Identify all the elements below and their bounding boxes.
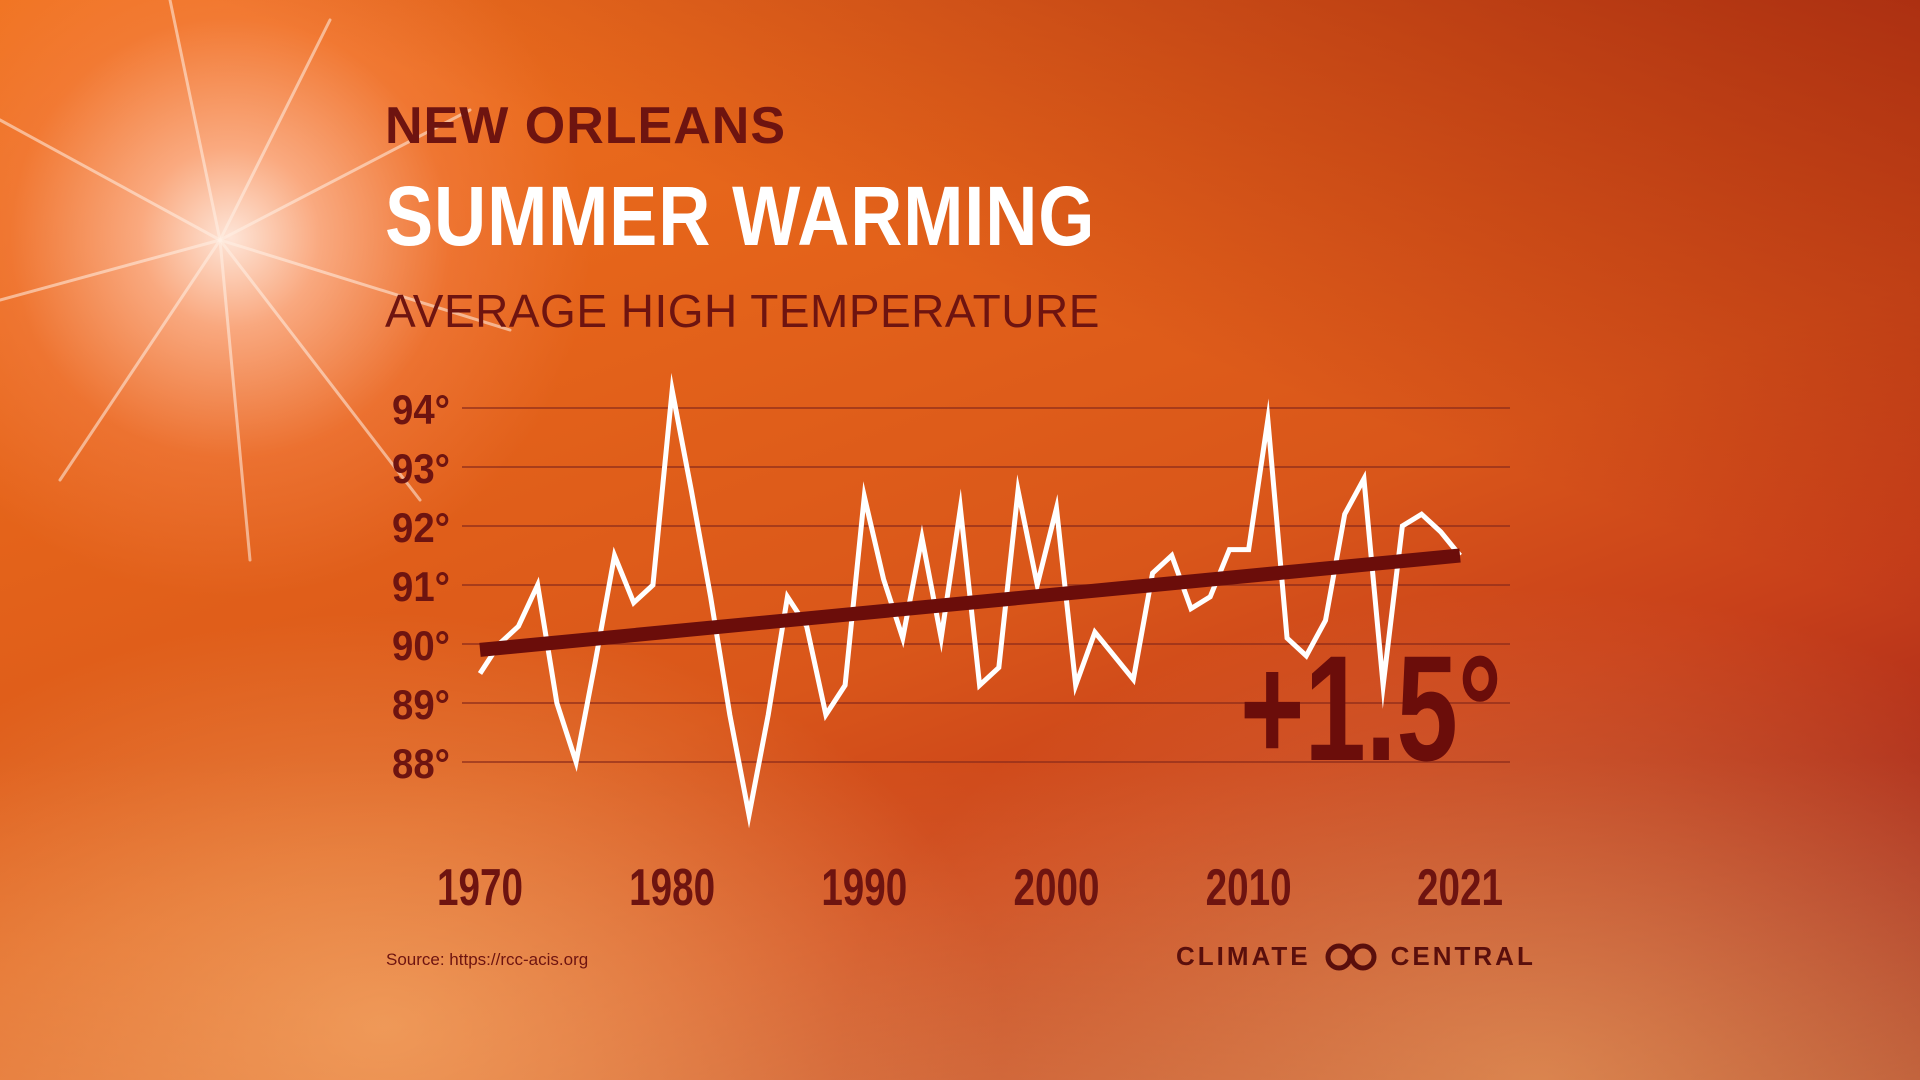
series-layer (477, 372, 1462, 829)
title-block: NEW ORLEANS SUMMER WARMING AVERAGE HIGH … (385, 100, 1211, 334)
x-tick-label: 1990 (821, 859, 907, 917)
x-tick-label: 1970 (437, 859, 523, 917)
chart-subtitle: AVERAGE HIGH TEMPERATURE (385, 285, 1100, 337)
city-title: NEW ORLEANS (385, 97, 786, 155)
x-tick-label: 2010 (1206, 859, 1292, 917)
brand-right-text: CENTRAL (1390, 941, 1536, 971)
y-tick-label: 88° (392, 740, 450, 787)
y-tick-label: 91° (392, 563, 450, 610)
annotations: +1.5° (1240, 624, 1502, 792)
brand-logo-text: CLIMATE CENTRAL (1176, 941, 1536, 972)
x-tick-label: 2021 (1417, 859, 1503, 917)
x-axis-labels: 1970 1980 1990 2000 2010 2021 (437, 859, 1503, 917)
y-tick-label: 93° (392, 445, 450, 492)
climate-central-logo-icon (1325, 943, 1377, 970)
grid-lines (462, 407, 1510, 763)
source-text: Source: https://rcc-acis.org (386, 950, 589, 969)
brand-left-text: CLIMATE (1176, 941, 1311, 971)
y-tick-label: 92° (392, 504, 450, 551)
trend-line (479, 548, 1461, 657)
warming-delta-label: +1.5° (1240, 624, 1502, 792)
x-tick-label: 2000 (1013, 859, 1099, 917)
y-tick-label: 89° (392, 681, 450, 728)
main-title: SUMMER WARMING (385, 169, 1096, 263)
x-tick-label: 1980 (629, 859, 715, 917)
y-tick-label: 94° (392, 386, 450, 433)
y-tick-label: 90° (392, 622, 450, 669)
y-axis-labels: 88° 89° 90° 91° 92° 93° 94° (392, 386, 450, 787)
